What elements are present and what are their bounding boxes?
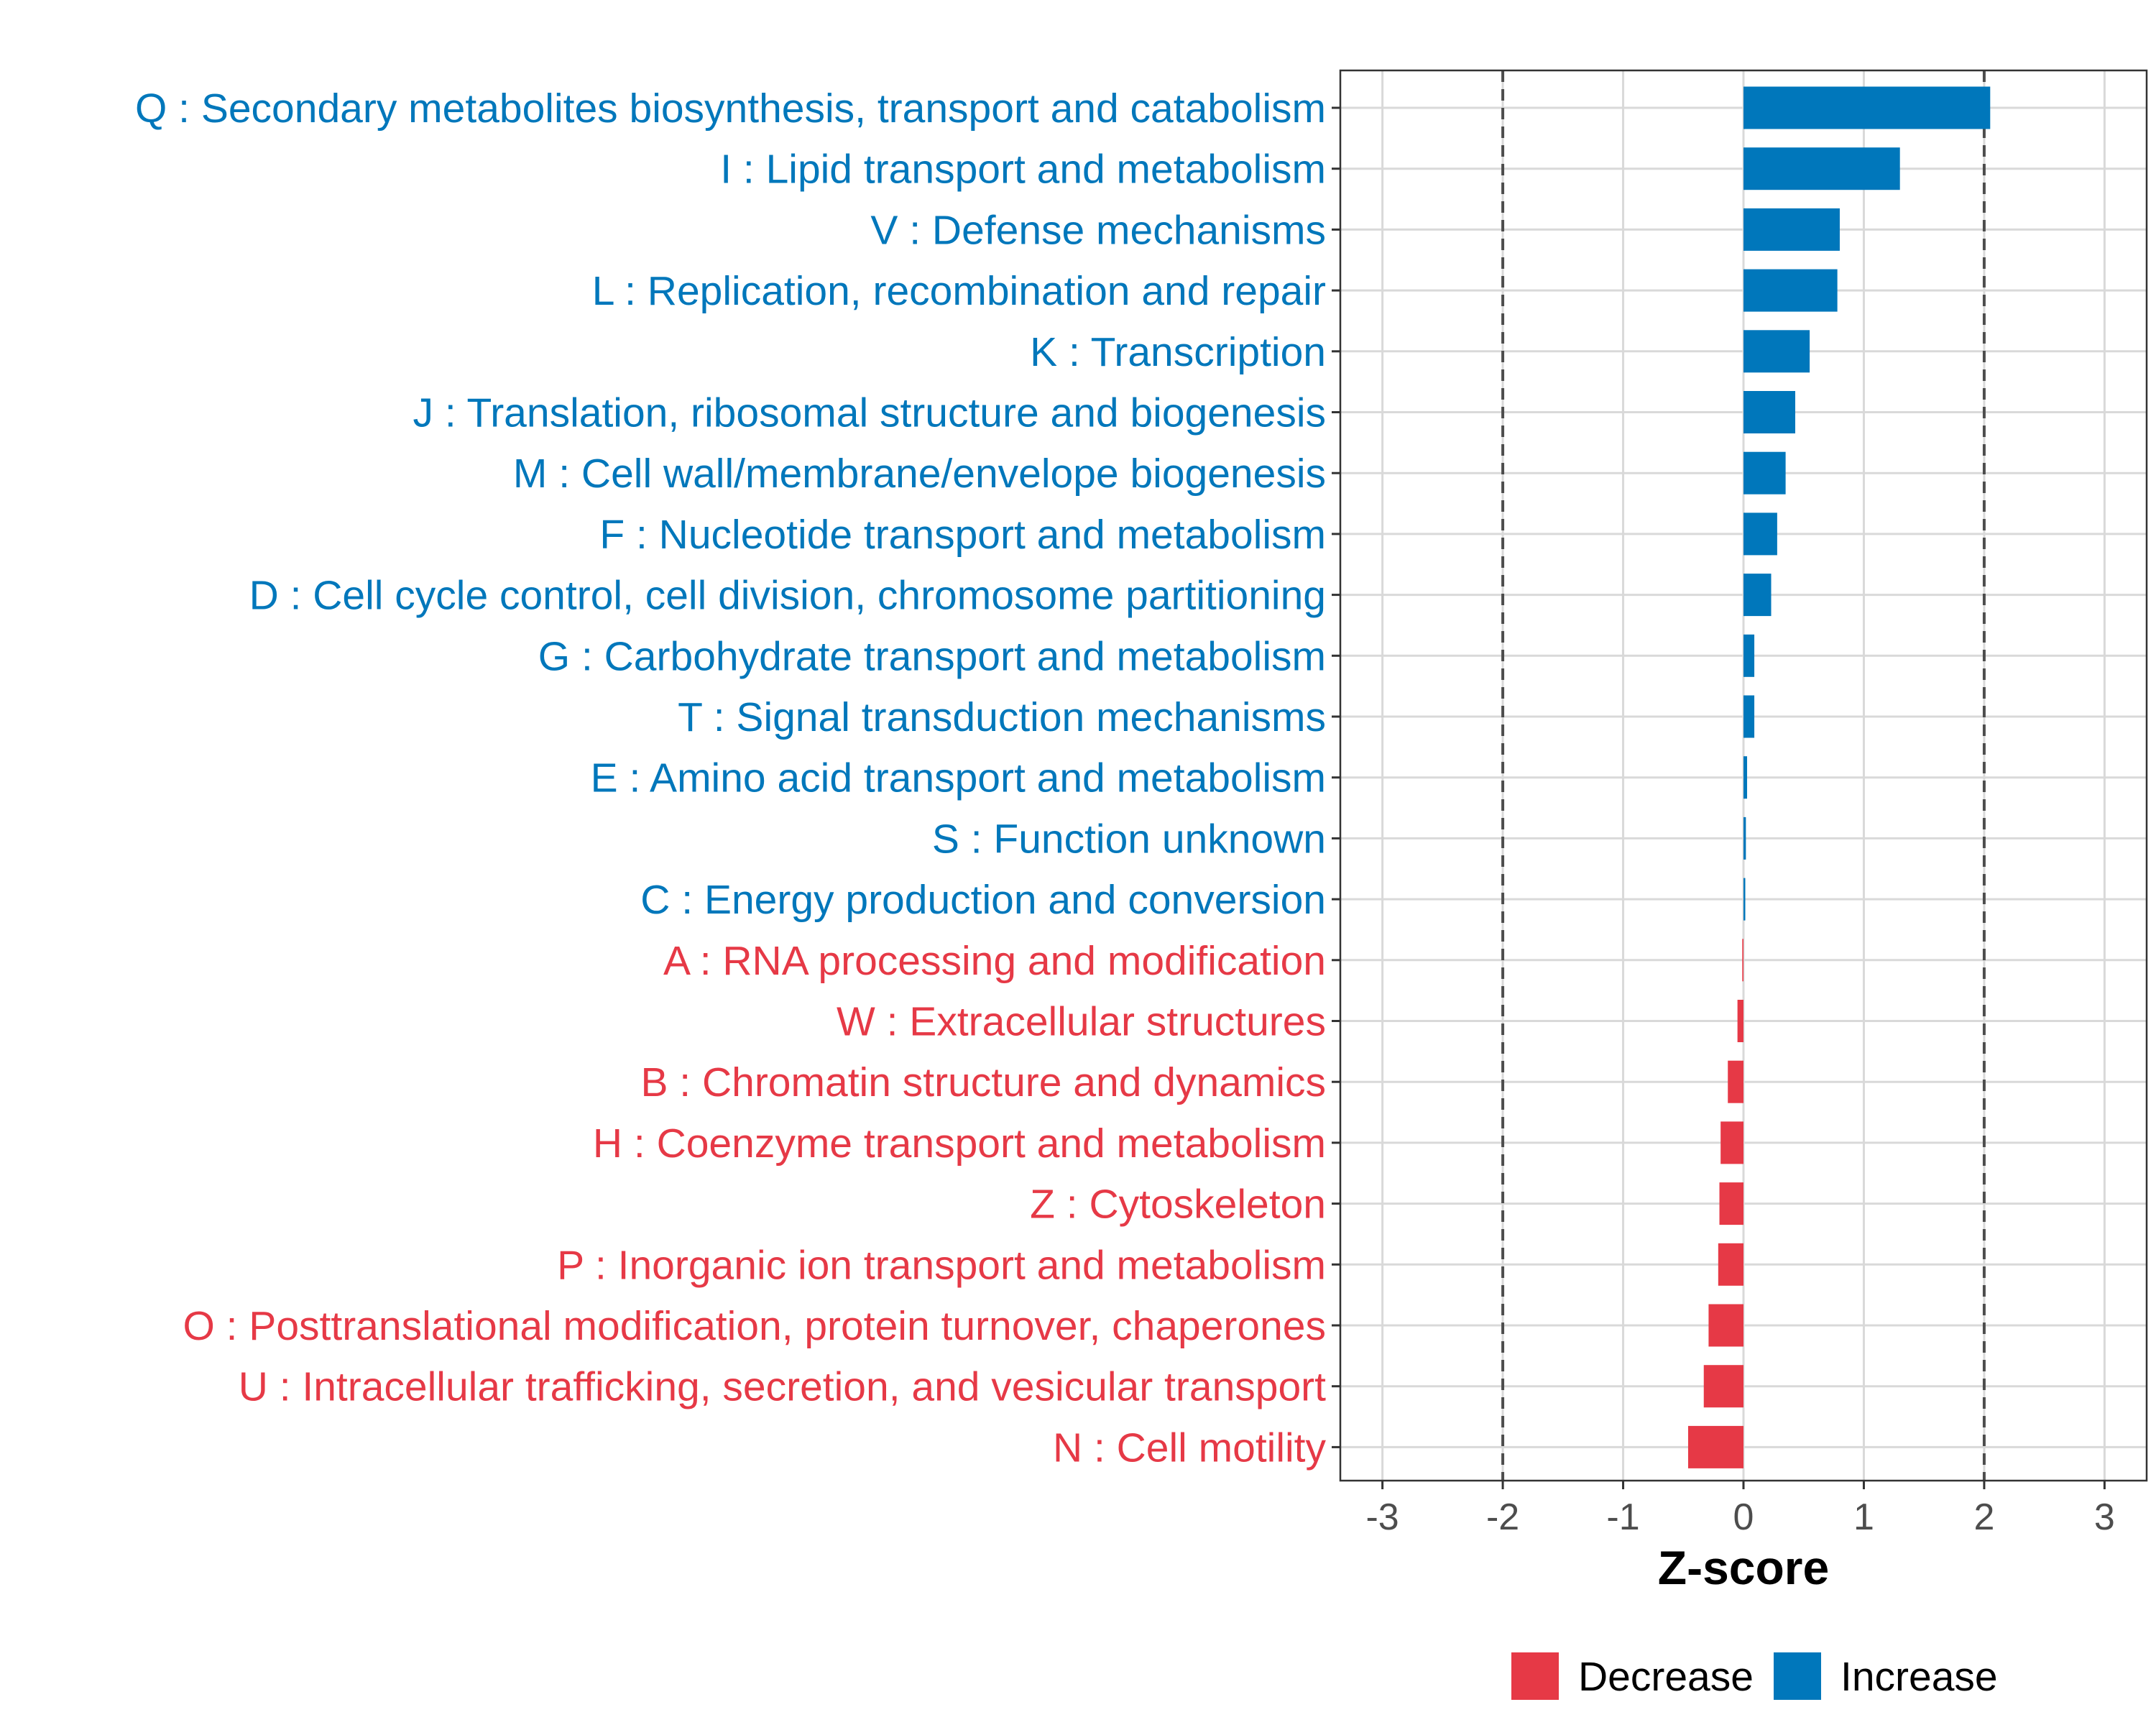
- category-labels: Q : Secondary metabolites biosynthesis, …: [135, 86, 1327, 1471]
- bar-d: [1743, 574, 1772, 617]
- x-tick-label: -1: [1606, 1496, 1639, 1538]
- category-label: E : Amino acid transport and metabolism: [591, 755, 1326, 801]
- category-label: K : Transcription: [1030, 329, 1326, 375]
- x-tick-label: 1: [1853, 1496, 1874, 1538]
- category-label: C : Energy production and conversion: [640, 877, 1326, 923]
- category-label: S : Function unknown: [932, 816, 1326, 862]
- legend-swatch-increase: [1774, 1652, 1821, 1700]
- bar-m: [1743, 451, 1786, 494]
- category-label: J : Translation, ribosomal structure and…: [413, 390, 1326, 436]
- category-label: W : Extracellular structures: [837, 999, 1326, 1045]
- bar-j: [1743, 391, 1796, 433]
- x-axis-title: Z-score: [1658, 1541, 1829, 1594]
- legend-label-decrease: Decrease: [1578, 1654, 1754, 1700]
- bar-k: [1743, 330, 1810, 373]
- category-label: B : Chromatin structure and dynamics: [640, 1059, 1326, 1105]
- bar-f: [1743, 512, 1777, 556]
- category-label: Q : Secondary metabolites biosynthesis, …: [135, 86, 1326, 132]
- category-label: V : Defense mechanisms: [870, 207, 1326, 253]
- bar-p: [1718, 1243, 1743, 1286]
- category-label: F : Nucleotide transport and metabolism: [599, 512, 1326, 558]
- category-label: M : Cell wall/membrane/envelope biogenes…: [513, 451, 1326, 497]
- category-label: O : Posttranslational modification, prot…: [183, 1303, 1326, 1349]
- category-label: D : Cell cycle control, cell division, c…: [249, 573, 1326, 619]
- category-label: Z : Cytoskeleton: [1030, 1182, 1326, 1228]
- legend-swatch-decrease: [1511, 1652, 1559, 1700]
- bar-a: [1742, 939, 1743, 982]
- category-label: P : Inorganic ion transport and metaboli…: [557, 1242, 1326, 1288]
- category-label: H : Coenzyme transport and metabolism: [593, 1121, 1326, 1167]
- x-tick-label: -3: [1365, 1496, 1399, 1538]
- bar-w: [1737, 1000, 1743, 1042]
- category-label: N : Cell motility: [1053, 1425, 1327, 1471]
- x-tick-label: -2: [1486, 1496, 1519, 1538]
- bar-c: [1743, 878, 1746, 921]
- bar-q: [1743, 86, 1991, 129]
- legend: Decrease Increase: [1511, 1652, 1998, 1700]
- category-label: G : Carbohydrate transport and metabolis…: [538, 633, 1326, 679]
- bar-b: [1728, 1060, 1743, 1103]
- x-tick-label: 3: [2094, 1496, 2115, 1538]
- bar-z: [1719, 1182, 1743, 1225]
- category-label: T : Signal transduction mechanisms: [678, 694, 1326, 740]
- y-axis-ticks: [1332, 106, 1340, 1448]
- bar-v: [1743, 208, 1840, 251]
- bar-t: [1743, 695, 1755, 738]
- bar-g: [1743, 634, 1755, 677]
- legend-label-increase: Increase: [1841, 1654, 1998, 1700]
- bar-n: [1687, 1425, 1743, 1468]
- reference-lines: [1501, 70, 1986, 1481]
- category-label: A : RNA processing and modification: [663, 938, 1326, 984]
- bar-i: [1743, 147, 1900, 190]
- bar-s: [1743, 816, 1746, 860]
- category-label: U : Intracellular trafficking, secretion…: [239, 1364, 1326, 1410]
- category-label: I : Lipid transport and metabolism: [720, 147, 1326, 193]
- bar-l: [1743, 269, 1838, 312]
- x-tick-label: 2: [1973, 1496, 1994, 1538]
- bars: [1687, 86, 1991, 1468]
- x-tick-label: 0: [1733, 1496, 1754, 1538]
- bar-u: [1703, 1365, 1743, 1408]
- category-label: L : Replication, recombination and repai…: [592, 268, 1326, 314]
- bar-e: [1743, 756, 1748, 799]
- x-axis-ticks: -3 -2 -1 0 1 2 3: [1365, 1481, 2115, 1538]
- bar-o: [1708, 1304, 1743, 1347]
- bar-h: [1720, 1121, 1743, 1164]
